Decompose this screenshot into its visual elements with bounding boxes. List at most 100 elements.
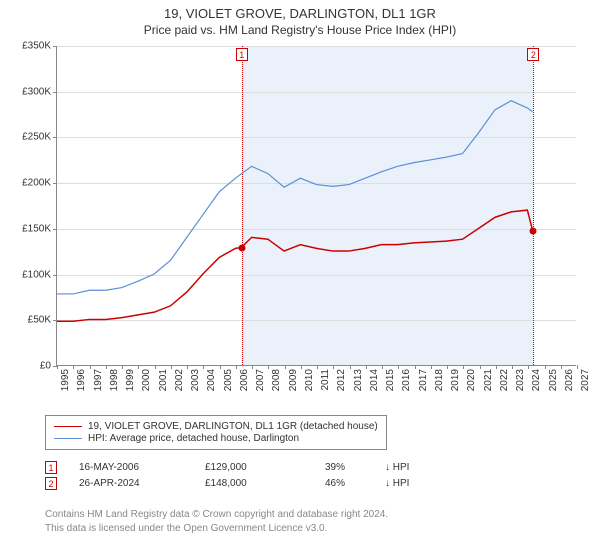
- event-badge: 1: [45, 461, 57, 474]
- legend-swatch: [54, 426, 82, 427]
- x-tick: [512, 365, 513, 369]
- event-date: 16-MAY-2006: [79, 462, 205, 473]
- y-axis-label: £300K: [22, 86, 57, 97]
- x-axis-label: 2027: [580, 369, 591, 391]
- chart-lines: [57, 46, 576, 365]
- event-vs-hpi: ↓ HPI: [385, 478, 409, 489]
- y-axis-label: £50K: [28, 315, 57, 326]
- x-axis-label: 1995: [60, 369, 71, 391]
- x-tick: [301, 365, 302, 369]
- x-axis-label: 2007: [255, 369, 266, 391]
- x-tick: [236, 365, 237, 369]
- y-axis-label: £150K: [22, 223, 57, 234]
- x-tick: [480, 365, 481, 369]
- x-tick: [333, 365, 334, 369]
- x-axis-label: 2000: [141, 369, 152, 391]
- x-axis-label: 2023: [515, 369, 526, 391]
- x-axis-label: 2011: [320, 369, 331, 391]
- x-tick: [463, 365, 464, 369]
- y-axis-label: £250K: [22, 132, 57, 143]
- legend-swatch: [54, 438, 82, 439]
- legend-label: HPI: Average price, detached house, Darl…: [88, 433, 299, 444]
- x-tick: [285, 365, 286, 369]
- x-tick: [252, 365, 253, 369]
- event-date: 26-APR-2024: [79, 478, 205, 489]
- x-axis-label: 2019: [450, 369, 461, 391]
- event-price: £129,000: [205, 462, 325, 473]
- chart-title: 19, VIOLET GROVE, DARLINGTON, DL1 1GR: [0, 6, 600, 21]
- x-tick: [398, 365, 399, 369]
- x-tick: [122, 365, 123, 369]
- x-axis-label: 2012: [336, 369, 347, 391]
- x-tick: [366, 365, 367, 369]
- event-row: 226-APR-2024£148,00046%↓ HPI: [45, 477, 409, 490]
- chart: £0£50K£100K£150K£200K£250K£300K£350K1995…: [12, 46, 588, 406]
- x-axis-label: 2021: [483, 369, 494, 391]
- x-axis-label: 1996: [76, 369, 87, 391]
- x-axis-label: 1999: [125, 369, 136, 391]
- chart-subtitle: Price paid vs. HM Land Registry's House …: [0, 23, 600, 37]
- x-axis-label: 2005: [223, 369, 234, 391]
- x-axis-label: 2001: [158, 369, 169, 391]
- title-block: 19, VIOLET GROVE, DARLINGTON, DL1 1GR Pr…: [0, 0, 600, 37]
- series-hpi: [57, 101, 532, 294]
- x-tick: [528, 365, 529, 369]
- x-axis-label: 1998: [109, 369, 120, 391]
- x-tick: [220, 365, 221, 369]
- marker-dot: [238, 245, 245, 252]
- marker-badge: 1: [236, 48, 248, 61]
- x-axis-label: 2006: [239, 369, 250, 391]
- x-axis-label: 2014: [369, 369, 380, 391]
- x-tick: [382, 365, 383, 369]
- x-axis-label: 2004: [206, 369, 217, 391]
- x-axis-label: 2008: [271, 369, 282, 391]
- x-tick: [187, 365, 188, 369]
- x-tick: [447, 365, 448, 369]
- legend-label: 19, VIOLET GROVE, DARLINGTON, DL1 1GR (d…: [88, 421, 378, 432]
- x-axis-label: 1997: [93, 369, 104, 391]
- x-tick: [561, 365, 562, 369]
- x-tick: [577, 365, 578, 369]
- footer-line-2: This data is licensed under the Open Gov…: [45, 522, 588, 536]
- container: 19, VIOLET GROVE, DARLINGTON, DL1 1GR Pr…: [0, 0, 600, 560]
- event-pct: 39%: [325, 462, 385, 473]
- x-axis-label: 2010: [304, 369, 315, 391]
- x-tick: [57, 365, 58, 369]
- event-vs-hpi: ↓ HPI: [385, 462, 409, 473]
- event-row: 1 16-MAY-2006£129,00039%↓ HPI: [45, 461, 409, 474]
- y-axis-label: £350K: [22, 41, 57, 52]
- x-tick: [203, 365, 204, 369]
- x-tick: [545, 365, 546, 369]
- x-axis-label: 2013: [353, 369, 364, 391]
- legend-row: 19, VIOLET GROVE, DARLINGTON, DL1 1GR (d…: [54, 421, 378, 432]
- x-axis-label: 2009: [288, 369, 299, 391]
- marker-dot: [530, 227, 537, 234]
- x-axis-label: 2018: [434, 369, 445, 391]
- footer: Contains HM Land Registry data © Crown c…: [45, 508, 588, 535]
- x-tick: [268, 365, 269, 369]
- x-tick: [431, 365, 432, 369]
- x-tick: [317, 365, 318, 369]
- y-axis-label: £0: [40, 361, 57, 372]
- x-tick: [155, 365, 156, 369]
- x-axis-label: 2015: [385, 369, 396, 391]
- y-axis-label: £200K: [22, 178, 57, 189]
- event-table: 116-MAY-2006£129,00039%↓ HPI226-APR-2024…: [45, 458, 409, 493]
- event-price: £148,000: [205, 478, 325, 489]
- x-axis-label: 2017: [418, 369, 429, 391]
- x-axis-label: 2020: [466, 369, 477, 391]
- x-axis-label: 2026: [564, 369, 575, 391]
- x-tick: [138, 365, 139, 369]
- x-axis-label: 2025: [548, 369, 559, 391]
- series-price_paid: [57, 210, 532, 321]
- x-tick: [350, 365, 351, 369]
- x-axis-label: 2022: [499, 369, 510, 391]
- y-axis-label: £100K: [22, 269, 57, 280]
- marker-badge: 2: [527, 48, 539, 61]
- x-tick: [106, 365, 107, 369]
- x-tick: [171, 365, 172, 369]
- x-tick: [415, 365, 416, 369]
- footer-line-1: Contains HM Land Registry data © Crown c…: [45, 508, 588, 522]
- x-axis-label: 2002: [174, 369, 185, 391]
- event-pct: 46%: [325, 478, 385, 489]
